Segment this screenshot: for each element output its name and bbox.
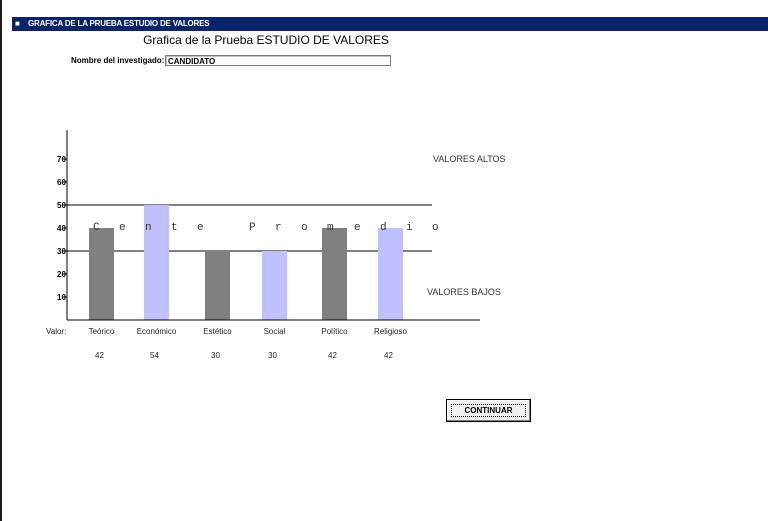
middle-text-letter: e	[354, 222, 361, 234]
category-label: Político	[321, 327, 348, 336]
category-label: Social	[264, 327, 286, 336]
category-label: Económico	[137, 327, 177, 336]
y-tick-label: 10	[57, 293, 66, 302]
score-label: 30	[211, 351, 220, 360]
score-label: 42	[95, 351, 104, 360]
y-tick-label: 40	[57, 224, 66, 233]
category-label: Religioso	[374, 327, 407, 336]
middle-text-letter: m	[327, 222, 334, 234]
bar-4	[322, 228, 347, 320]
window-title: GRAFICA DE LA PRUEBA ESTUDIO DE VALORES	[28, 19, 210, 28]
middle-text-letter: C	[93, 222, 100, 234]
name-label: Nombre del investigado:	[71, 56, 165, 65]
bar-3	[262, 251, 287, 320]
middle-text-letter: P	[249, 222, 256, 234]
middle-text-letter: d	[380, 222, 387, 234]
bar-5	[378, 228, 403, 320]
middle-text-letter: t	[171, 222, 178, 234]
app-icon: ■	[15, 19, 20, 28]
bar-1	[144, 205, 169, 320]
score-label: 30	[268, 351, 277, 360]
score-label: 54	[150, 351, 159, 360]
bar-0	[89, 228, 114, 320]
category-label: Teórico	[89, 327, 115, 336]
title-bar: ■ GRAFICA DE LA PRUEBA ESTUDIO DE VALORE…	[12, 17, 768, 31]
y-tick-label: 20	[57, 270, 66, 279]
page-heading: Grafica de la Prueba ESTUDIO DE VALORES	[143, 33, 389, 47]
middle-text-letter: o	[301, 222, 308, 234]
continue-button[interactable]: CONTINUAR	[446, 399, 531, 422]
middle-text-letter: r	[275, 222, 282, 234]
continue-button-label: CONTINUAR	[464, 406, 513, 415]
category-label: Estético	[203, 327, 232, 336]
bar-2	[205, 251, 230, 320]
middle-text-letter: o	[432, 222, 439, 234]
y-tick-label: 30	[57, 247, 66, 256]
score-label: 42	[384, 351, 393, 360]
zone-label-high: VALORES ALTOS	[433, 154, 506, 164]
y-tick-label: 70	[57, 155, 66, 164]
x-axis-label: Valor:	[46, 327, 66, 336]
score-label: 42	[328, 351, 337, 360]
middle-text-letter: e	[197, 222, 204, 234]
middle-text-letter: i	[406, 222, 413, 234]
zone-label-low: VALORES BAJOS	[427, 287, 501, 297]
middle-text-letter: n	[145, 222, 152, 234]
y-tick-label: 50	[57, 201, 66, 210]
name-field[interactable]: CANDIDATO	[165, 55, 391, 66]
middle-text-letter: e	[119, 222, 126, 234]
y-tick-label: 60	[57, 178, 66, 187]
